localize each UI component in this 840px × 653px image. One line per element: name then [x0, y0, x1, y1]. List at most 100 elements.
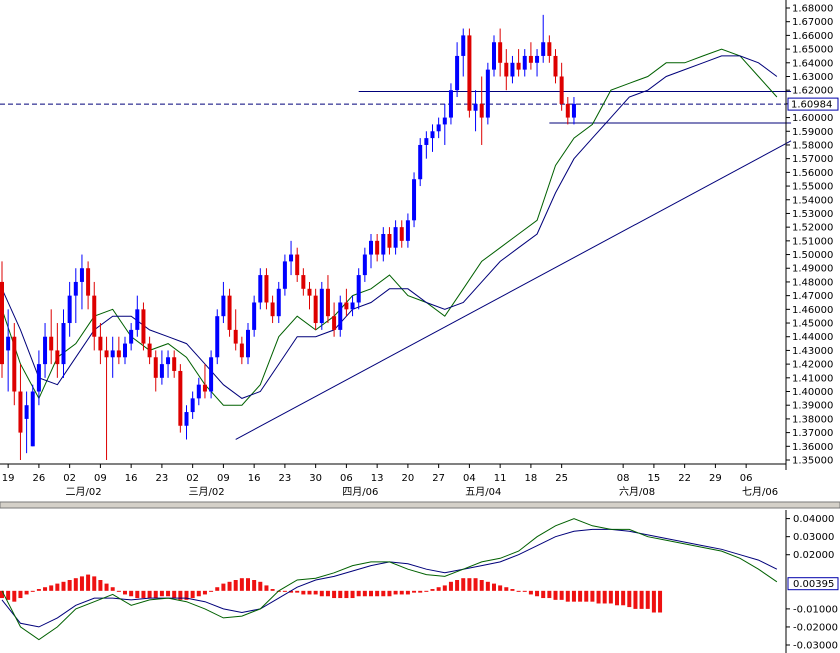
macd-histogram-bar	[319, 590, 324, 597]
macd-histogram-bar	[233, 580, 238, 591]
candle-bull	[369, 240, 373, 255]
macd-histogram-bar	[36, 589, 41, 591]
macd-tick-label: -0.02000	[793, 622, 838, 633]
candle-bear	[104, 350, 109, 358]
price-tick-label: 1.49000	[792, 264, 833, 275]
macd-histogram-bar	[553, 590, 558, 600]
candle-bull	[571, 103, 576, 118]
macd-axis: 0.04000 0.03000 0.02000 -0.01000 -0.02000 -0.…	[785, 510, 839, 653]
macd-histogram-bar	[190, 590, 195, 599]
price-tick-label: 1.68000	[792, 4, 833, 15]
candle-bull	[123, 343, 127, 358]
macd-histogram-bar	[116, 590, 121, 592]
candle-bear	[301, 275, 306, 289]
candle-bull	[110, 350, 115, 358]
current-price-label: 1.60984	[791, 100, 832, 111]
candle-bear	[387, 234, 392, 248]
macd-histogram-bar	[442, 585, 447, 591]
candle-bear	[0, 281, 4, 365]
price-tick-label: 1.59000	[792, 127, 833, 138]
date-tick-label: 26	[33, 473, 46, 484]
date-tick-label: 19	[2, 473, 15, 484]
price-tick-label: 1.60000	[792, 113, 833, 124]
candle-bull	[430, 131, 435, 139]
candle-bear	[239, 343, 244, 358]
date-tick-label: 08	[617, 473, 630, 484]
macd-histogram-bar	[196, 590, 201, 597]
macd-histogram-bar	[67, 580, 72, 591]
price-tick-label: 1.65000	[792, 45, 833, 56]
candle-bull	[289, 254, 294, 262]
price-tick-label: 1.50000	[792, 250, 833, 261]
price-tick-label: 1.35000	[792, 456, 833, 467]
candle-bull	[67, 295, 72, 324]
macd-histogram-bar	[485, 581, 490, 591]
macd-histogram-bar	[639, 590, 644, 609]
candle-bear	[344, 302, 349, 310]
macd-histogram-bar	[12, 590, 17, 602]
candle-bear	[547, 42, 552, 56]
macd-histogram-bar	[479, 580, 484, 591]
panel-separator[interactable]	[0, 501, 840, 509]
candle-bull	[455, 55, 460, 91]
date-tick-label: 25	[555, 473, 568, 484]
candle-bear	[498, 42, 503, 63]
macd-histogram-bar	[166, 590, 171, 597]
price-tick-label: 1.41000	[792, 373, 833, 384]
candle-bull	[319, 288, 324, 324]
macd-histogram-bar	[24, 590, 29, 595]
macd-histogram-bar	[473, 578, 478, 591]
month-label: 四月/06	[342, 486, 378, 498]
price-tick-label: 1.53000	[792, 209, 833, 220]
macd-histogram-bar	[516, 590, 521, 592]
macd-histogram-bar	[498, 585, 503, 591]
macd-histogram-bar	[258, 581, 263, 591]
macd-histogram-bar	[215, 587, 220, 591]
macd-histogram-bar	[301, 590, 306, 595]
macd-histogram-bar	[270, 589, 275, 591]
macd-histogram-bar	[645, 590, 650, 609]
candle-bull	[135, 309, 140, 330]
date-tick-label: 09	[94, 473, 107, 484]
month-label: 三月/02	[189, 486, 225, 498]
macd-histogram-bar	[528, 590, 533, 595]
price-tick-label: 1.48000	[792, 277, 833, 288]
macd-histogram-bar	[141, 590, 146, 599]
month-label: 五月/04	[465, 486, 501, 498]
macd-histogram-bar	[92, 576, 97, 591]
candle-bear	[375, 240, 380, 255]
date-tick-label: 04	[463, 473, 476, 484]
macd-current-box	[787, 577, 839, 591]
macd-histogram-bar	[362, 590, 367, 597]
candle-bull	[485, 69, 490, 118]
candle-bear	[98, 336, 103, 351]
price-tick-label: 1.38000	[792, 414, 833, 425]
macd-histogram-bar	[412, 590, 417, 593]
candle-bull	[356, 275, 361, 303]
candle-bear	[12, 336, 17, 392]
macd-histogram-bar	[159, 590, 164, 597]
macd-histogram-bar	[202, 590, 207, 595]
price-tick-label: 1.36000	[792, 442, 833, 453]
macd-histogram-bar	[344, 590, 349, 599]
macd-histogram-bar	[651, 590, 656, 613]
candle-bear	[178, 370, 183, 426]
date-tick-label: 22	[678, 473, 691, 484]
date-tick-label: 16	[125, 473, 138, 484]
macd-tick-label: 0.02000	[793, 550, 834, 561]
macd-histogram-bar	[658, 590, 663, 613]
candle-bull	[522, 55, 527, 70]
macd-histogram-bar	[559, 590, 564, 600]
date-tick-label: 27	[432, 473, 445, 484]
macd-histogram-bar	[541, 590, 546, 599]
macd-histogram-bar	[338, 590, 343, 599]
macd-histogram-bar	[565, 590, 570, 602]
candle-bull	[73, 281, 78, 296]
price-tick-label: 1.51000	[792, 236, 833, 247]
price-tick-label: 1.56000	[792, 168, 833, 179]
month-label: 六月/08	[619, 486, 655, 498]
macd-histogram-bar	[325, 590, 330, 597]
macd-histogram-bar	[153, 590, 158, 599]
macd-histogram-bar	[18, 590, 23, 599]
trendline	[235, 140, 792, 440]
